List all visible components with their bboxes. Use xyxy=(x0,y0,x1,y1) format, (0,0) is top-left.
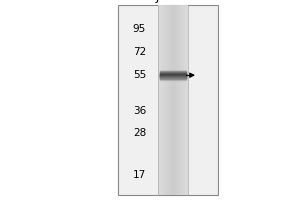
Bar xyxy=(118,5,218,195)
Text: 36: 36 xyxy=(133,106,146,116)
Text: 28: 28 xyxy=(133,128,146,138)
Text: 17: 17 xyxy=(133,170,146,180)
Text: 55: 55 xyxy=(133,70,146,80)
Text: 72: 72 xyxy=(133,47,146,57)
Text: 95: 95 xyxy=(133,24,146,34)
Text: Jurkat: Jurkat xyxy=(156,0,190,3)
